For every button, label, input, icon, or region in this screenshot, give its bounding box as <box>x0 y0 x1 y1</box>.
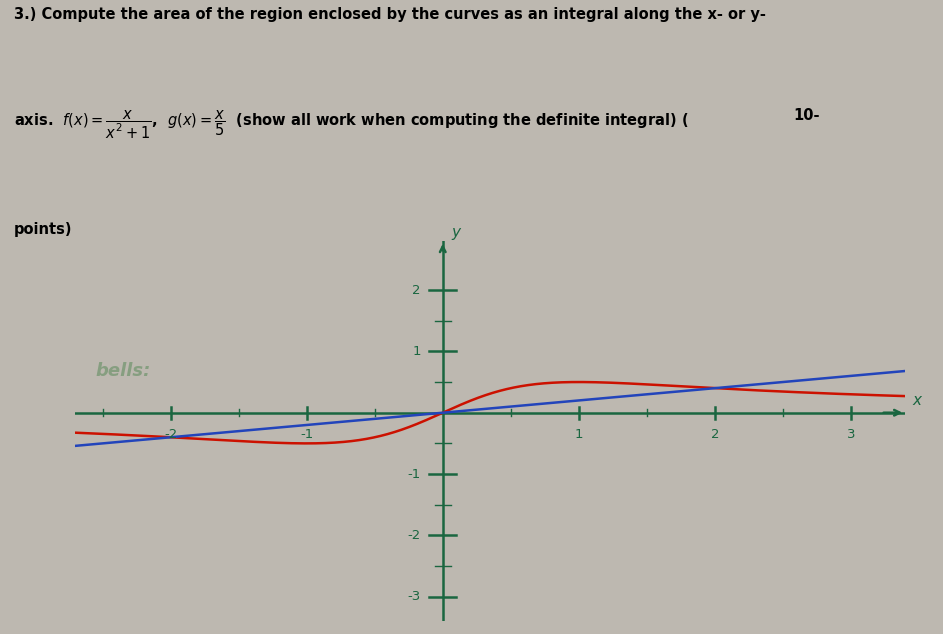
Text: -1: -1 <box>407 467 421 481</box>
Text: -2: -2 <box>407 529 421 542</box>
Text: points): points) <box>14 222 73 236</box>
Text: axis.  $f(x)=\dfrac{x}{x^2+1}$,  $g(x)=\dfrac{x}{5}$  (show all work when comput: axis. $f(x)=\dfrac{x}{x^2+1}$, $g(x)=\df… <box>14 108 688 141</box>
Text: 1: 1 <box>412 345 421 358</box>
Text: -1: -1 <box>300 428 313 441</box>
Text: y: y <box>452 224 461 240</box>
Text: 2: 2 <box>711 428 720 441</box>
Text: bells:: bells: <box>96 362 151 380</box>
Text: 1: 1 <box>574 428 583 441</box>
Text: -2: -2 <box>164 428 177 441</box>
Text: x: x <box>912 393 921 408</box>
Text: 2: 2 <box>412 283 421 297</box>
Text: -3: -3 <box>407 590 421 604</box>
Text: 10-: 10- <box>793 108 819 124</box>
Text: 3: 3 <box>847 428 855 441</box>
Text: 3.) Compute the area of the region enclosed by the curves as an integral along t: 3.) Compute the area of the region enclo… <box>14 7 766 22</box>
